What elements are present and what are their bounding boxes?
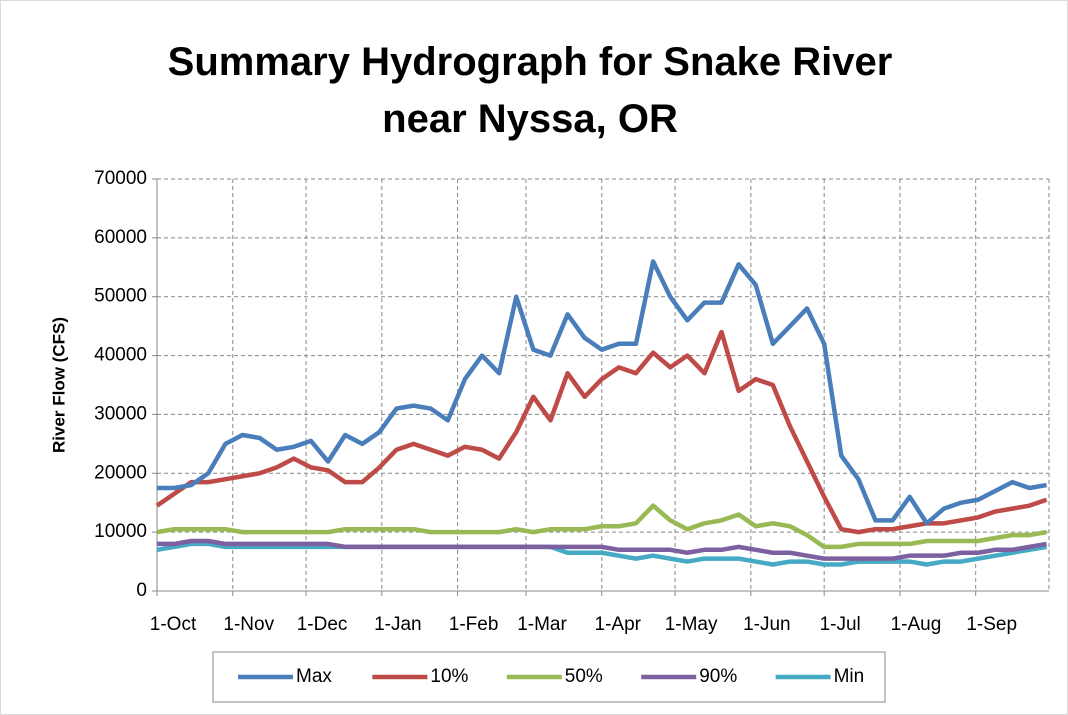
x-tick-label: 1-Jan [374, 614, 422, 635]
x-tick-label: 1-Feb [449, 614, 499, 635]
legend-label: 90% [699, 666, 737, 687]
y-tick-label: 10000 [94, 521, 147, 542]
y-tick-label: 50000 [94, 286, 147, 307]
x-tick-label: 1-Apr [595, 614, 642, 635]
x-tick-label: 1-Dec [297, 614, 348, 635]
series-line [157, 538, 1047, 561]
legend-label: Min [834, 666, 865, 687]
y-tick-label: 0 [136, 580, 147, 601]
y-tick-label: 70000 [94, 168, 147, 189]
x-tick-label: 1-Mar [517, 614, 567, 635]
series-line [157, 259, 1047, 526]
x-tick-label: 1-Jul [820, 614, 861, 635]
x-tick-label: 1-Oct [150, 614, 197, 635]
x-tick-label: 1-Nov [223, 614, 274, 635]
y-axis-label: River Flow (CFS) [49, 317, 68, 453]
series-line [156, 541, 1047, 567]
y-tick-label: 40000 [94, 345, 147, 366]
x-tick-label: 1-May [665, 614, 718, 635]
y-tick-label: 60000 [94, 227, 147, 248]
series-line [156, 503, 1047, 550]
y-tick-label: 30000 [94, 403, 147, 424]
series-line [155, 329, 1048, 535]
chart-title: Summary Hydrograph for Snake River near … [167, 40, 893, 141]
legend-label: Max [296, 666, 332, 687]
x-tick-label: 1-Jun [743, 614, 791, 635]
legend-label: 50% [565, 666, 603, 687]
y-tick-label: 20000 [94, 462, 147, 483]
legend-label: 10% [430, 666, 468, 687]
x-tick-label: 1-Sep [966, 614, 1017, 635]
x-tick-label: 1-Aug [891, 614, 942, 635]
